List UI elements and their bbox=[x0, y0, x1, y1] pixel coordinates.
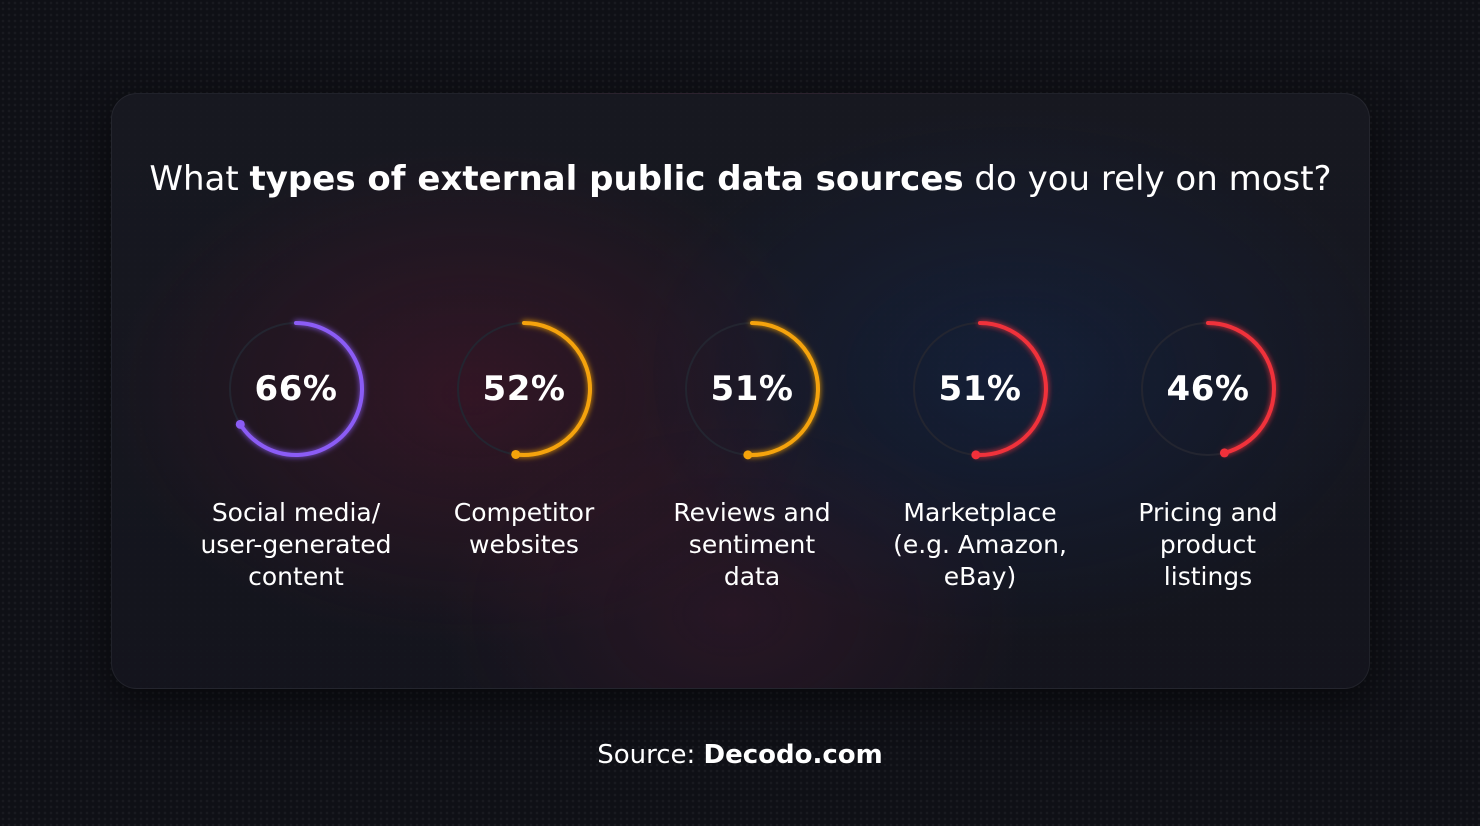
progress-end-dot bbox=[971, 450, 981, 460]
percentage-value: 52% bbox=[482, 369, 566, 409]
progress-end-dot bbox=[1219, 448, 1229, 458]
title-part-2: do you rely on most? bbox=[963, 159, 1332, 199]
progress-end-dot bbox=[235, 419, 245, 429]
progress-arc bbox=[1206, 321, 1276, 455]
progress-arc bbox=[513, 321, 592, 457]
source-credit: Source: Decodo.com bbox=[0, 740, 1480, 770]
category-label: Reviews and sentiment data bbox=[673, 498, 831, 591]
progress-ring bbox=[682, 319, 822, 460]
percentage-value: 51% bbox=[938, 369, 1022, 409]
progress-ring-svg bbox=[457, 321, 592, 459]
progress-ring bbox=[226, 319, 366, 459]
chart-title: What types of external public data sourc… bbox=[112, 158, 1369, 201]
progress-ring bbox=[910, 319, 1050, 460]
category-label: Pricing and product listings bbox=[1138, 498, 1278, 591]
category-label: Marketplace (e.g. Amazon, eBay) bbox=[893, 498, 1067, 591]
title-bold: types of external public data sources bbox=[249, 159, 964, 199]
progress-arc bbox=[745, 321, 820, 457]
source-name: Decodo.com bbox=[703, 740, 883, 770]
chart-card: What types of external public data sourc… bbox=[111, 93, 1370, 689]
source-prefix: Source: bbox=[597, 740, 704, 770]
title-part-1: What bbox=[149, 159, 250, 199]
progress-ring-svg bbox=[1141, 321, 1276, 458]
progress-ring bbox=[1138, 319, 1278, 459]
progress-ring-svg bbox=[913, 321, 1048, 460]
progress-end-dot bbox=[511, 449, 521, 459]
progress-ring-svg bbox=[685, 321, 820, 460]
category-label: Social media/ user-generated content bbox=[200, 498, 392, 591]
progress-ring bbox=[454, 319, 594, 459]
percentage-value: 46% bbox=[1166, 369, 1250, 409]
progress-ring-svg bbox=[229, 321, 364, 457]
percentage-value: 66% bbox=[254, 369, 338, 409]
progress-end-dot bbox=[743, 450, 753, 460]
progress-arc bbox=[973, 321, 1048, 457]
progress-arc bbox=[238, 321, 364, 457]
percentage-value: 51% bbox=[710, 369, 794, 409]
category-label: Competitor websites bbox=[453, 498, 595, 559]
